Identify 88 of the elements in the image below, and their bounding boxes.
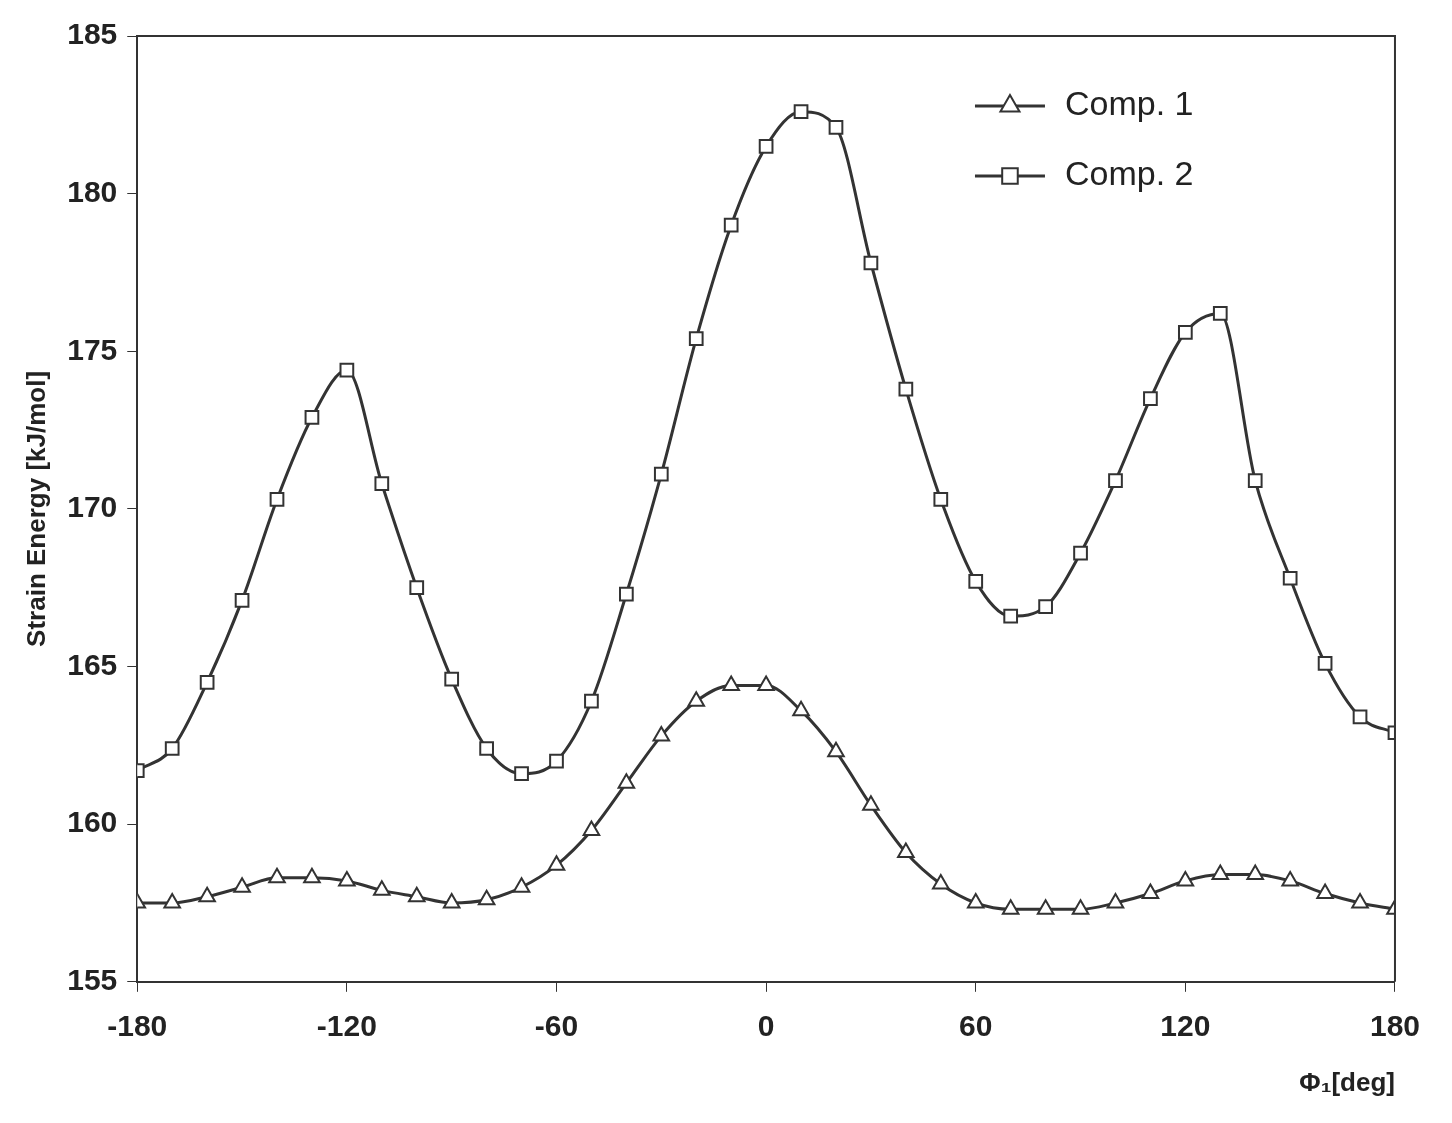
point [1211,864,1230,881]
point [688,331,704,347]
y-tick-label: 170 [67,490,118,524]
point [792,700,810,717]
point [163,892,181,909]
y-tick-label: 155 [67,963,118,997]
x-tick-label: 60 [959,1009,993,1043]
point [723,217,739,233]
point [164,741,180,756]
point [582,820,601,836]
point [304,410,320,425]
point [1212,306,1228,321]
point [968,574,984,589]
y-tick-label: 175 [67,332,118,366]
point [269,492,285,507]
point [793,104,809,120]
point [933,492,949,507]
point [444,671,460,687]
point [549,753,564,769]
point [373,880,391,896]
point [862,795,880,811]
point [234,592,250,608]
point [897,842,915,859]
point [1106,892,1125,909]
point [758,138,774,154]
point [1282,570,1298,586]
point [547,855,566,871]
point [1247,473,1263,488]
point [828,120,844,135]
point [1143,391,1158,406]
point [407,886,426,903]
point [374,476,390,492]
y-tick-label: 165 [67,647,118,681]
point [653,466,669,482]
point [863,255,879,271]
point [722,675,740,691]
point [898,381,914,397]
point [268,867,286,884]
x-tick-label: -120 [316,1009,377,1043]
point [199,674,215,690]
y-axis-title: Strain Energy [kJ/mol] [20,370,51,647]
point [1317,656,1333,671]
point [338,870,356,887]
x-tick-label: 180 [1369,1009,1420,1043]
point [652,725,671,742]
x-tick-label: 0 [757,1009,775,1043]
point [479,741,494,756]
legend-label: Comp. 2 [1064,154,1194,193]
x-tick-label: 120 [1160,1009,1211,1043]
point [1177,324,1193,340]
point [1073,545,1088,561]
point [966,892,985,909]
y-tick-label: 185 [67,17,118,51]
point [303,867,321,884]
x-tick-label: -60 [534,1009,579,1043]
point [932,874,950,890]
point [339,362,355,378]
point [757,675,775,691]
point [1036,899,1055,915]
point [1038,599,1053,614]
point [1351,892,1369,909]
point [1071,899,1090,915]
point [1108,473,1123,488]
point [512,877,531,893]
point [1281,870,1299,887]
x-tick-label: -180 [107,1009,168,1043]
x-axis-title: Φ₁[deg] [1299,1066,1395,1097]
point [1141,883,1160,900]
point [827,741,845,758]
legend-label: Comp. 1 [1064,84,1194,123]
point [1246,864,1265,881]
point [1352,709,1368,725]
y-tick-label: 160 [67,805,118,839]
point [477,889,496,906]
point [617,773,636,789]
point [619,586,634,602]
y-tick-label: 180 [67,174,118,208]
point [1176,870,1195,887]
point [233,877,251,893]
point [409,580,425,596]
point [1316,883,1334,900]
point [1003,608,1019,624]
point [442,892,461,909]
point [514,766,529,782]
point [198,886,216,903]
point [1001,899,1020,915]
point [584,693,599,709]
point [687,691,706,707]
